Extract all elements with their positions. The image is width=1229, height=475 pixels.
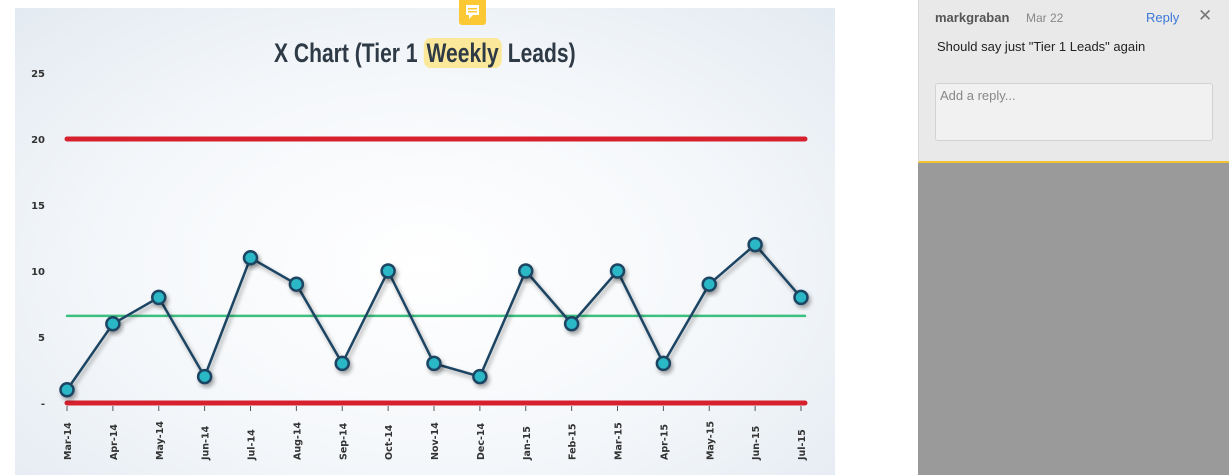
x-tick-label: May-15: [705, 421, 716, 460]
data-point: [288, 276, 305, 292]
y-tick-label: -: [41, 399, 45, 410]
x-tick-label: Jan-15: [522, 426, 533, 461]
x-tick-label: Jun-15: [751, 426, 762, 461]
data-point: [196, 368, 213, 385]
data-point: [747, 236, 763, 253]
comment-author: markgraban: [935, 10, 1010, 25]
data-point: [655, 355, 672, 372]
comment-date: Mar 22: [1026, 11, 1064, 25]
x-tick-label: Jul-14: [247, 429, 258, 461]
data-point: [563, 316, 580, 332]
x-tick-label: Jun-14: [201, 425, 212, 461]
data-point: [334, 355, 350, 372]
y-tick-label: 5: [38, 333, 45, 344]
x-tick-label: May-14: [155, 421, 166, 460]
data-point: [701, 276, 717, 292]
x-tick-label: Oct-14: [384, 424, 395, 460]
x-tick-label: Dec-14: [476, 422, 487, 460]
x-tick-label: Sep-14: [338, 422, 349, 460]
data-point: [242, 250, 259, 266]
close-icon[interactable]: ✕: [1198, 6, 1213, 25]
data-point: [105, 316, 121, 332]
comment-body: Should say just "Tier 1 Leads" again: [937, 39, 1146, 54]
x-tick-label: Feb-15: [568, 423, 579, 460]
x-tick-label: Jul-15: [797, 429, 808, 461]
y-tick-label: 10: [31, 267, 45, 278]
data-point: [59, 382, 75, 398]
x-tick-label: Mar-14: [63, 422, 74, 460]
x-tick-label: Mar-15: [614, 422, 625, 460]
x-tick-label: Apr-15: [659, 424, 670, 460]
x-tick-label: Aug-14: [292, 422, 303, 460]
y-tick-label: 20: [31, 135, 45, 146]
data-point: [380, 263, 396, 279]
comment-icon[interactable]: [459, 0, 486, 25]
data-point: [793, 289, 809, 306]
x-chart: - 5 10 15 20 25 Mar-14 Apr-14 May-14 Jun-14 Jul-14…: [31, 69, 809, 461]
x-tick-label: Nov-14: [430, 422, 441, 460]
data-point: [472, 368, 488, 385]
reply-button[interactable]: Reply: [1146, 10, 1180, 25]
data-point: [426, 355, 442, 372]
data-point: [609, 263, 626, 279]
chart-area: - 5 10 15 20 25 Mar-14 Apr-14 May-14 Jun-14 Jul-14…: [15, 8, 835, 475]
data-point: [518, 263, 534, 279]
x-tick-label: Apr-14: [109, 424, 120, 460]
y-tick-label: 25: [31, 69, 45, 80]
reply-input[interactable]: [935, 83, 1213, 141]
y-tick-label: 15: [31, 201, 45, 212]
comment-card: markgraban Mar 22 Reply ✕ Should say jus…: [918, 0, 1229, 163]
data-point: [151, 289, 167, 306]
